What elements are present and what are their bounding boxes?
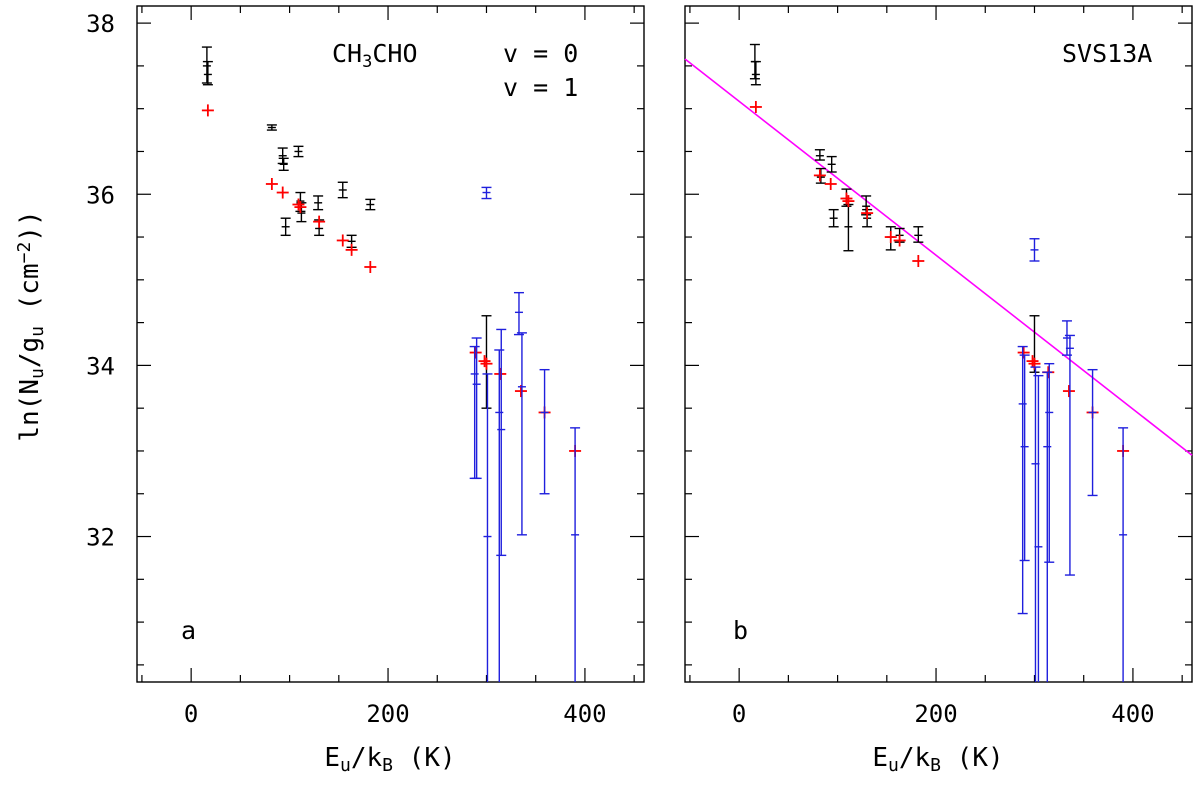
model-point: [480, 357, 493, 370]
v1-point: [481, 186, 492, 200]
model-point: [1026, 355, 1039, 368]
panel-a-letter: a: [181, 616, 196, 645]
panel-a-series-v1: [469, 186, 581, 682]
model-point: [469, 346, 482, 359]
model-point: [364, 260, 377, 273]
v1-point: [1044, 362, 1055, 563]
model-point: [912, 254, 925, 267]
v1-point: [1064, 334, 1075, 576]
panel-b-source-label: SVS13A: [1062, 39, 1152, 68]
panel-b: 0 200 400 SVS13A b Eu/kB (K): [684, 5, 1193, 776]
v0-point: [861, 195, 872, 216]
model-point: [292, 198, 305, 211]
model-point: [478, 355, 491, 368]
v1-point: [494, 349, 505, 682]
v0-point: [266, 124, 277, 131]
panel-a: 0 200 400 32 34 36 38 CH3CHO v = 0 v = 1 a Eu/…: [86, 5, 645, 776]
v1-point: [1042, 371, 1053, 682]
v0-point: [293, 145, 304, 158]
v0-point: [814, 149, 825, 161]
model-point: [201, 104, 214, 117]
model-point: [336, 234, 349, 247]
v0-point: [280, 217, 291, 237]
y-tick-label: 32: [86, 524, 115, 552]
legend-v1: v = 1: [503, 73, 578, 102]
y-axis-label: ln(Nu/gu (cm−2)): [14, 210, 48, 441]
model-point: [842, 195, 855, 208]
model-point: [313, 215, 326, 228]
panel-b-fit: [684, 58, 1193, 456]
v1-point: [469, 345, 480, 480]
panel-a-frame: [136, 5, 645, 683]
model-point: [824, 177, 837, 190]
panel-a-ticks: [137, 6, 644, 682]
v0-point: [826, 155, 837, 173]
x-tick-label: 0: [732, 700, 746, 728]
panel-b-x-axis-label: Eu/kB (K): [872, 743, 1003, 776]
v1-point: [471, 337, 482, 480]
y-tick-label: 34: [86, 352, 115, 380]
y-tick-label: 36: [86, 181, 115, 209]
x-tick-label: 400: [563, 700, 606, 728]
legend-v0: v = 0: [503, 39, 578, 68]
panel-a-series-v0: [201, 46, 492, 409]
model-point: [1062, 385, 1075, 398]
v1-point: [513, 291, 524, 336]
model-point: [861, 207, 874, 220]
v0-point: [365, 198, 376, 211]
x-tick-label: 0: [184, 700, 198, 728]
v0-point: [278, 157, 289, 171]
panel-b-series-v1: [1017, 238, 1129, 682]
v0-point: [313, 195, 324, 211]
v1-point: [1087, 368, 1098, 497]
v0-point: [913, 226, 924, 243]
model-point: [265, 177, 278, 190]
model-point: [749, 100, 762, 113]
model-point: [884, 231, 897, 244]
v1-point: [1017, 345, 1028, 615]
v1-point: [482, 373, 493, 682]
panel-a-series-model: [201, 104, 582, 457]
panel-a-x-axis-label: Eu/kB (K): [324, 743, 455, 776]
v0-point: [843, 203, 854, 252]
panel-b-tick-labels: 0 200 400: [732, 700, 1155, 728]
model-point: [494, 367, 507, 380]
model-point: [893, 234, 906, 247]
v0-point: [750, 60, 761, 86]
panel-a-tick-labels: 0 200 400 32 34 36 38: [86, 10, 607, 728]
x-tick-label: 400: [1111, 700, 1154, 728]
x-tick-label: 200: [914, 700, 957, 728]
y-tick-label: 38: [86, 10, 115, 38]
v1-point: [1033, 374, 1044, 682]
panel-b-frame: [684, 5, 1193, 683]
v1-point: [1118, 427, 1129, 682]
v1-point: [496, 328, 507, 557]
v0-point: [202, 60, 213, 86]
panel-a-species-label: CH3CHO: [332, 39, 418, 72]
v1-point: [1029, 238, 1040, 262]
v0-point: [828, 208, 839, 228]
model-point: [840, 192, 853, 205]
v1-point: [1019, 354, 1030, 562]
model-point: [276, 186, 289, 199]
panel-b-ticks: [685, 6, 1192, 682]
model-point: [1017, 346, 1030, 359]
v1-point: [516, 332, 527, 536]
model-point: [345, 243, 358, 256]
v0-point: [201, 46, 212, 84]
v0-point: [277, 147, 288, 165]
v0-point: [337, 181, 348, 199]
x-tick-label: 200: [366, 700, 409, 728]
model-point: [813, 169, 826, 182]
model-point: [1028, 357, 1041, 370]
panel-b-series-v0: [749, 43, 1040, 373]
panel-b-letter: b: [733, 616, 748, 645]
fit-line: [684, 58, 1193, 456]
v1-point: [570, 427, 581, 682]
v1-point: [539, 368, 550, 495]
model-point: [294, 201, 307, 214]
